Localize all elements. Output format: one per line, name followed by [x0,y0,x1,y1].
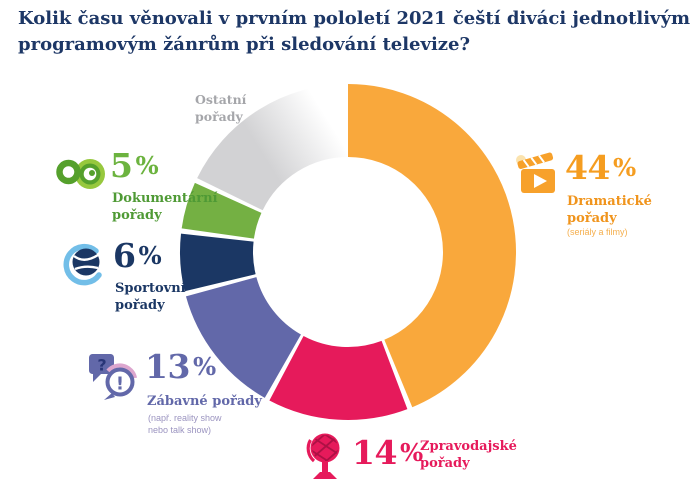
clapperboard-icon [514,149,568,196]
dramaticke-sub-1: (seriály a filmy) [567,227,628,237]
pct-value: 13 [145,347,190,386]
percent-sign: % [192,352,216,382]
chart-title: Kolik času věnovali v prvním pololetí 20… [18,6,690,58]
svg-text:!: ! [116,374,124,395]
percent-sign: % [612,153,636,183]
dramaticke-line-1: Dramatické [567,194,652,209]
sportovni-line-1: Sportovní [115,281,186,296]
label-dokumentarni-porady: Dokumentární pořady [112,190,218,224]
label-ostatni-porady: Ostatní pořady [195,92,246,125]
pct-dramaticke: 44% [565,151,636,184]
sportovni-line-2: pořady [115,298,165,314]
speech-bubbles-icon: ? ! [86,351,142,401]
globe-icon [301,428,347,486]
label-dramaticke-porady: Dramatické pořady [567,193,652,227]
label-zabavne-porady: Zábavné pořady [147,393,262,410]
donut-segment-zabavne [185,275,302,398]
pct-dokumentarni: 5% [110,146,159,185]
svg-text:?: ? [97,356,106,375]
donut-segment-dokumentarni [181,182,262,240]
ball-icon [60,240,110,288]
percent-sign: % [399,438,423,468]
ostatni-line-1: Ostatní [195,92,247,107]
dokumentarni-line-2: pořady [112,208,162,224]
pct-zabavne: 13% [145,350,216,383]
pct-value: 14 [352,433,397,472]
ostatni-line-2: pořady [195,108,243,124]
pct-value: 44 [565,148,610,187]
pct-value: 6 [113,236,136,275]
donut-segment-ostatni [197,84,350,212]
zpravodajske-line-2: pořady [420,456,470,472]
zabavne-sub-1: (např. reality show [148,413,222,423]
zpravodajske-line-1: Zpravodajské [420,439,517,454]
zabavne-line-1: Zábavné pořady [147,394,262,409]
percent-sign: % [138,241,162,271]
pct-value: 5 [110,146,133,185]
dramaticke-line-2: pořady [567,211,617,227]
binoculars-icon [56,151,108,195]
zabavne-sub-2: nebo talk show) [148,424,212,435]
title-line-1: Kolik času věnovali v prvním pololetí 20… [18,8,691,29]
percent-sign: % [135,151,159,181]
title-line-2: programovým žánrům při sledování televiz… [18,34,471,56]
pct-sportovni: 6% [113,236,162,275]
pct-zpravodajske: 14% [352,436,423,469]
sublabel-dramaticke: (seriály a filmy) [567,227,628,239]
donut-segment-sportovni [180,233,256,292]
label-sportovni-porady: Sportovní pořady [115,280,186,314]
sublabel-zabavne: (např. reality show nebo talk show) [148,413,222,436]
donut-segment-zpravodajske [269,335,408,420]
dokumentarni-line-1: Dokumentární [112,191,218,206]
label-zpravodajske-porady: Zpravodajské pořady [420,438,517,472]
donut-segment-dramaticke [346,84,516,408]
